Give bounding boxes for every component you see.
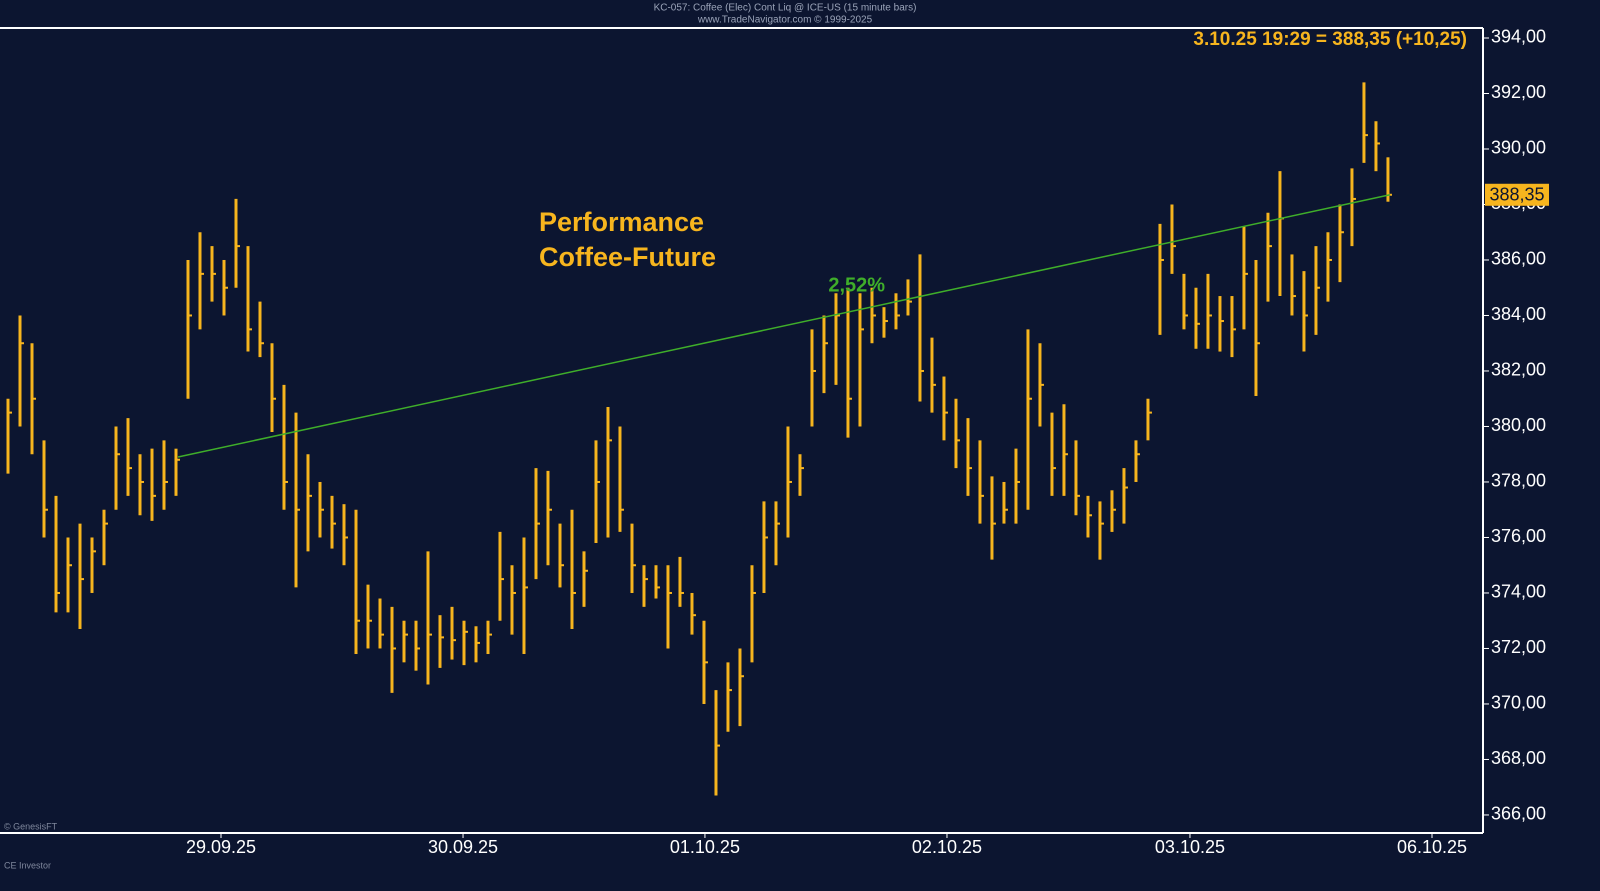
y-tick-label: 380,00 — [1491, 415, 1546, 435]
last-price-label: 388,35 — [1489, 185, 1544, 205]
x-tick-label: 30.09.25 — [428, 837, 498, 857]
y-tick-label: 386,00 — [1491, 249, 1546, 269]
annotation-title: Coffee-Future — [539, 242, 716, 272]
trend-line — [177, 194, 1391, 458]
y-tick-label: 372,00 — [1491, 637, 1546, 657]
footer: CE Investor — [4, 860, 51, 870]
source: www.TradeNavigator.com © 1999-2025 — [697, 15, 873, 26]
trend-label: 2,52% — [828, 274, 885, 296]
y-tick-label: 392,00 — [1491, 82, 1546, 102]
y-tick-label: 368,00 — [1491, 748, 1546, 768]
x-tick-label: 29.09.25 — [186, 837, 256, 857]
annotation-title: Performance — [539, 207, 704, 237]
y-tick-label: 374,00 — [1491, 582, 1546, 602]
x-tick-label: 02.10.25 — [912, 837, 982, 857]
footer: © GenesisFT — [4, 821, 58, 831]
last-price-box — [1485, 183, 1549, 206]
y-tick-label: 384,00 — [1491, 304, 1546, 324]
x-tick-label: 06.10.25 — [1397, 837, 1467, 857]
y-tick-label: 378,00 — [1491, 471, 1546, 491]
y-tick-label: 390,00 — [1491, 138, 1546, 158]
header: KC-057: Coffee (Elec) Cont Liq @ ICE-US … — [654, 3, 917, 14]
quote: 3.10.25 19:29 = 388,35 (+10,25) — [1193, 29, 1467, 50]
y-tick-label: 382,00 — [1491, 360, 1546, 380]
y-tick-label: 376,00 — [1491, 526, 1546, 546]
y-tick-label: 394,00 — [1491, 27, 1546, 47]
x-tick-label: 03.10.25 — [1155, 837, 1225, 857]
y-tick-label: 370,00 — [1491, 693, 1546, 713]
y-tick-label: 366,00 — [1491, 804, 1546, 824]
x-tick-label: 01.10.25 — [670, 837, 740, 857]
